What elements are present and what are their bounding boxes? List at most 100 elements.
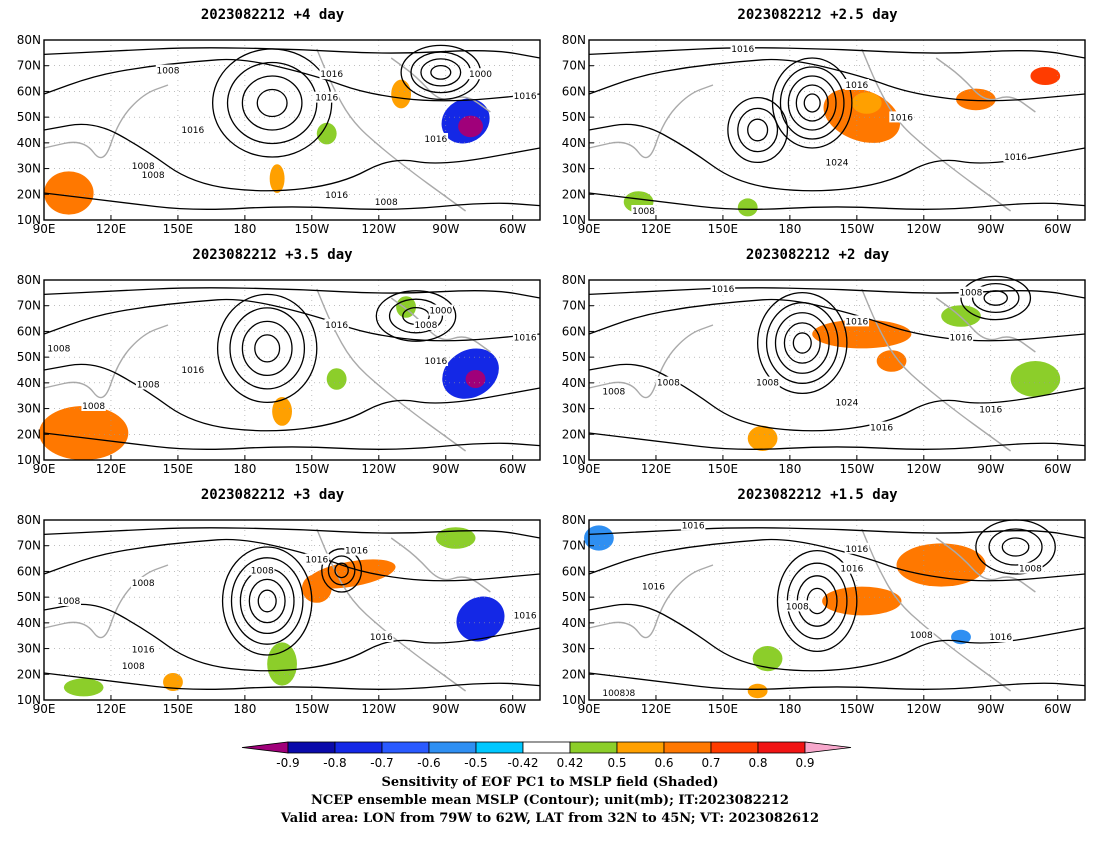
isobar-contour (43, 432, 541, 450)
map-svg: 1008 1016 1008 1008 1016 1016 1000 1008 1016 80N 7… (17, 273, 541, 475)
isobar-contour (960, 275, 1032, 321)
contour-label: 1016 (305, 556, 328, 566)
sensitivity-shading (822, 586, 902, 616)
isobar-contour (43, 192, 541, 210)
contour-label-bg (324, 319, 349, 330)
contour-label-bg (324, 188, 349, 200)
contour-label-bg (948, 331, 974, 343)
contour-label-bg (121, 659, 146, 671)
isobar-contour (43, 527, 541, 539)
contour-label: 1000 (469, 70, 492, 80)
contour-label-bg (785, 600, 810, 612)
contour-label: 1016 (345, 547, 368, 557)
contour-label-bg (131, 160, 156, 171)
coastline (861, 288, 1012, 452)
isobar-contour (588, 603, 1086, 672)
lat-label: 10N (562, 213, 586, 227)
lat-label: 20N (17, 667, 41, 681)
lat-label: 80N (562, 33, 586, 47)
coastline (390, 537, 491, 593)
contour-label: 1016 (840, 565, 863, 575)
isobar-contour (241, 320, 293, 377)
lon-label: 60W (1044, 462, 1071, 475)
contour-label-bg (601, 686, 626, 698)
lat-label: 70N (562, 299, 586, 313)
contour-label-bg (180, 124, 205, 135)
contour-label-bg (140, 169, 166, 180)
contour-label-bg (423, 355, 449, 366)
map-area: 1016101610081016100810161008101610081008… (545, 510, 1090, 715)
contour-label-bg (180, 364, 205, 375)
lat-label: 30N (17, 402, 41, 416)
panel-title: 2023082212 +2.5 day (737, 7, 898, 23)
sensitivity-shading (1010, 361, 1061, 397)
isobar-contour (783, 322, 821, 364)
lon-label: 90W (432, 462, 459, 475)
lon-label: 120E (641, 222, 672, 235)
contour-label: 1016 (132, 646, 155, 656)
lat-label: 30N (562, 162, 586, 176)
isobar-contour (795, 84, 829, 122)
coastline (935, 57, 1036, 113)
contour-label: 1008 (82, 402, 105, 412)
isobar-contour (254, 334, 281, 363)
map-area: 1016 1016 1008 1008 1008 1024 1016 1008 1016 1016… (545, 270, 1090, 475)
isobar-contour (803, 93, 821, 113)
isobar-contour (737, 107, 779, 153)
isobar-contour (988, 528, 1043, 566)
panel-title: 2023082212 +4 day (200, 7, 345, 23)
contour-label-bg (839, 562, 865, 574)
lat-label: 60N (17, 564, 41, 578)
contour-label: 1016 (325, 191, 348, 201)
contour-label-bg (631, 205, 656, 216)
contour-label: 1008 (1019, 565, 1042, 575)
isobar-contour (256, 88, 288, 118)
sensitivity-shading (458, 115, 483, 138)
sensitivity-shading (752, 646, 783, 672)
contour-label-bg (844, 79, 870, 90)
lat-label: 30N (17, 642, 41, 656)
isobar-contour (43, 123, 541, 192)
contour-label: 1008 (375, 198, 398, 208)
contour-label-bg (869, 421, 894, 433)
isobar-contour (226, 61, 318, 145)
map-panel: 2023082212 +2 day 1016 1016 1008 1008 1008 10… (545, 240, 1090, 475)
contour-label-bg (834, 396, 860, 408)
map-panel: 2023082212 +1.5 day 1016 1016 1008 1016 1008… (545, 480, 1090, 715)
contour-label: 1016 (682, 521, 705, 531)
isobar-contour (388, 298, 444, 334)
lon-label: 90W (977, 702, 1004, 715)
plot-background (589, 280, 1085, 460)
lat-label: 30N (562, 642, 586, 656)
colorbar-tick-label: 0.9 (795, 756, 814, 770)
isobar-contour (257, 589, 277, 613)
lon-label: 150W (294, 702, 329, 715)
contour-label-bg (423, 133, 449, 144)
contour-label-bg (755, 376, 780, 388)
colorbar-tick-label: -0.9 (276, 756, 299, 770)
lat-label: 10N (17, 453, 41, 467)
lon-label: 150E (708, 702, 739, 715)
contour-label-bg (428, 304, 453, 316)
sensitivity-shading (44, 171, 94, 215)
sensitivity-shading (896, 543, 986, 587)
lon-label: 150W (839, 462, 874, 475)
contour-label: 1016 (731, 45, 754, 55)
contour-label: 1008 (756, 379, 779, 389)
sensitivity-shading (956, 88, 996, 111)
isobar-contour (221, 546, 313, 656)
colorbar-segment (428, 741, 477, 754)
lat-label: 50N (562, 350, 586, 364)
lat-label: 50N (562, 110, 586, 124)
isobar-contour (43, 603, 541, 672)
isobar-contour (430, 65, 452, 80)
lat-label: 10N (562, 693, 586, 707)
sensitivity-shading (316, 122, 337, 145)
contour-label: 1016 (315, 94, 338, 104)
coastline (43, 324, 169, 399)
panel-title: 2023082212 +3.5 day (192, 247, 353, 263)
contour-label-bg (81, 400, 106, 411)
lon-label: 120E (96, 702, 127, 715)
contour-label-bg (680, 519, 706, 531)
isobar-contour (230, 557, 304, 645)
